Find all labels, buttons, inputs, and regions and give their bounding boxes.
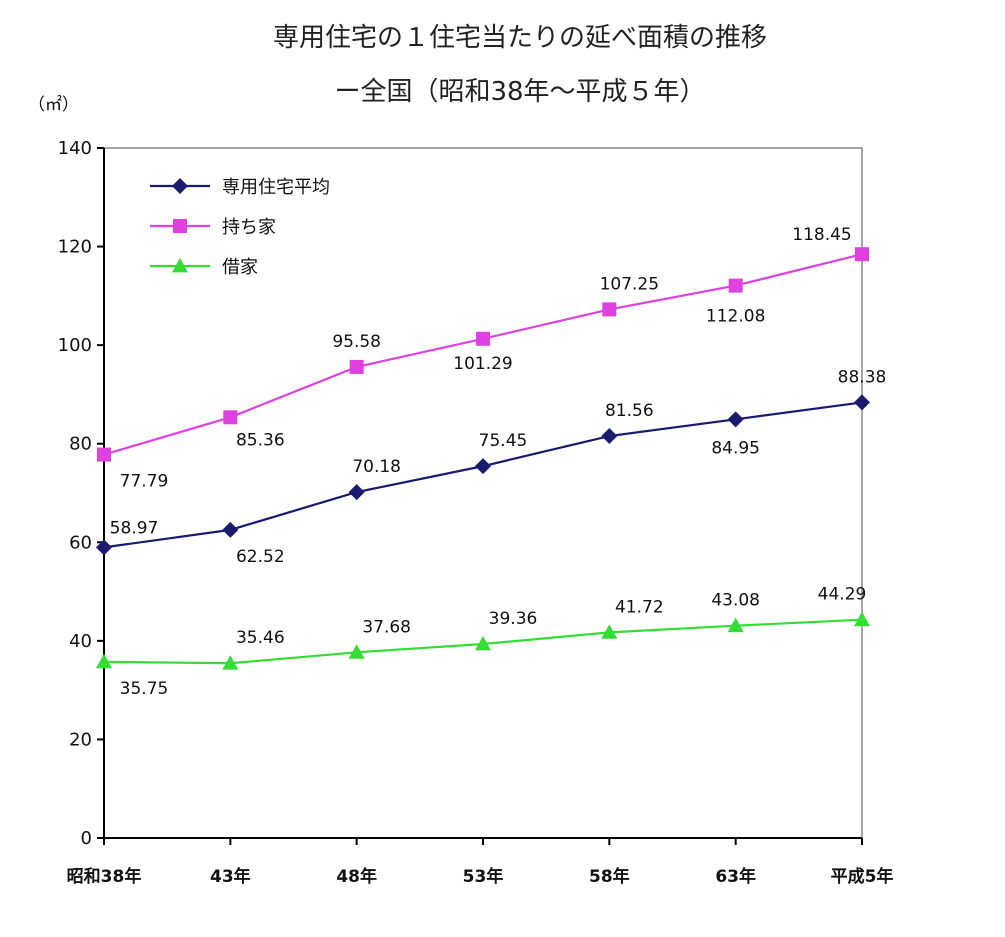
data-point (348, 644, 365, 659)
series-3 (96, 611, 870, 670)
y-tick-label: 100 (58, 335, 92, 356)
legend-label: 専用住宅平均 (222, 177, 330, 198)
data-point (97, 447, 111, 462)
data-label: 44.29 (818, 585, 867, 605)
data-label: 35.75 (120, 679, 169, 699)
data-point (223, 410, 238, 425)
data-point (349, 359, 364, 374)
data-point (475, 458, 491, 475)
data-label: 88.38 (838, 367, 887, 387)
data-point (96, 653, 112, 669)
data-point (476, 331, 490, 346)
y-tick-label: 80 (69, 434, 92, 455)
x-tick-label: 63年 (715, 866, 756, 887)
data-labels: 58.97 62.52 70.18 75.45 81.56 84.95 88.38 77.79… (110, 225, 887, 699)
y-tick-label: 40 (69, 631, 92, 652)
chart-title: 専用住宅の１住宅当たりの延べ面積の推移 (273, 23, 767, 53)
data-label: 70.18 (352, 457, 401, 477)
data-point (601, 624, 618, 639)
data-label: 37.68 (362, 617, 411, 637)
y-tick-label: 60 (69, 532, 92, 553)
data-point (854, 394, 870, 411)
x-tick-label: 平成5年 (831, 866, 894, 887)
legend-marker (173, 219, 187, 233)
x-tick-label: 昭和38年 (67, 866, 142, 887)
data-label: 101.29 (453, 354, 512, 374)
data-point (855, 247, 869, 262)
data-label: 62.52 (236, 547, 285, 567)
data-label: 118.45 (792, 225, 851, 245)
y-tick-label: 20 (69, 729, 92, 750)
data-label: 84.95 (711, 438, 760, 458)
data-label: 95.58 (332, 332, 381, 352)
data-label: 35.46 (236, 628, 285, 648)
axes: 0 20 40 60 80 100 120 140 昭和38年 43年 48年 53年 58年 63年 平成… (58, 138, 894, 887)
data-label: 43.08 (711, 591, 760, 611)
data-point (96, 539, 112, 556)
series-2 (97, 247, 869, 462)
y-tick-label: 140 (58, 138, 92, 159)
y-axis-unit: （㎡） (28, 95, 79, 115)
series-line (103, 401, 863, 549)
chart-subtitle: ー全国（昭和38年～平成５年） (334, 77, 705, 107)
data-label: 112.08 (706, 307, 765, 327)
plot-area-frame (103, 147, 863, 839)
data-point (727, 617, 744, 633)
y-tick-label: 0 (81, 828, 92, 849)
data-label: 41.72 (615, 597, 664, 617)
x-tick-label: 53年 (463, 866, 504, 887)
x-tick-label: 48年 (336, 866, 377, 887)
data-label: 39.36 (489, 609, 538, 629)
data-point (475, 636, 491, 651)
data-point (222, 521, 239, 538)
legend-marker (172, 178, 188, 194)
data-point (348, 484, 365, 501)
x-tick-label: 43年 (210, 866, 251, 887)
data-label: 58.97 (110, 518, 159, 538)
data-point (601, 428, 618, 445)
legend-label: 持ち家 (222, 217, 276, 238)
data-point (728, 278, 743, 293)
data-point (727, 411, 744, 428)
series-1 (96, 394, 870, 556)
series-layer (96, 247, 870, 670)
legend-label: 借家 (222, 257, 258, 278)
data-label: 85.36 (236, 430, 285, 450)
y-tick-label: 120 (58, 237, 92, 258)
data-label: 75.45 (479, 431, 528, 451)
legend-marker (172, 258, 188, 273)
data-label: 81.56 (605, 401, 654, 421)
data-point (854, 611, 870, 627)
x-tick-label: 58年 (589, 866, 630, 887)
legend-item: 借家 (150, 257, 258, 278)
data-label: 77.79 (120, 472, 169, 492)
legend-item: 専用住宅平均 (150, 177, 330, 198)
data-point (222, 655, 239, 670)
data-point (602, 302, 617, 317)
data-label: 107.25 (600, 274, 659, 294)
legend-item: 持ち家 (150, 217, 276, 238)
